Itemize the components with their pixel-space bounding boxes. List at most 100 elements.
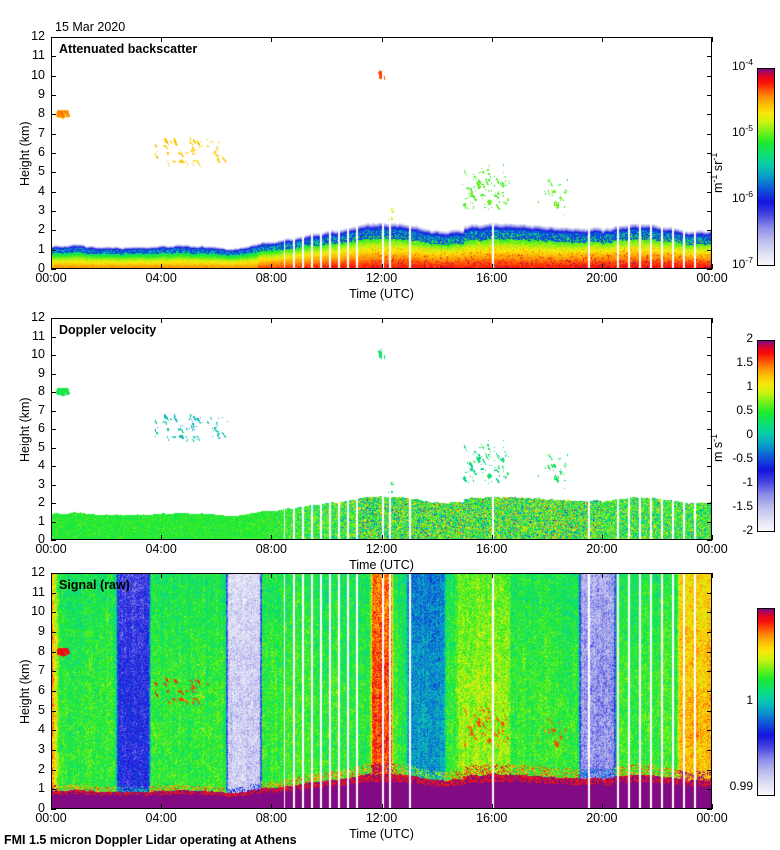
x-axis-tick-mark: [271, 573, 272, 578]
y-axis-tick-mark: [707, 750, 712, 751]
y-axis-tick-mark: [707, 76, 712, 77]
y-axis-tick-mark: [51, 37, 56, 38]
y-axis-tick-label: 8: [38, 106, 45, 121]
y-axis-tick-label: 12: [31, 29, 45, 43]
x-axis-tick-mark: [712, 37, 713, 42]
x-axis-tick-label: 20:00: [586, 811, 618, 825]
y-axis-label: Height (km): [18, 659, 32, 724]
y-axis-tick-mark: [707, 503, 712, 504]
colorbar-tick-label: 0.5: [736, 403, 753, 417]
x-axis-tick-mark: [271, 535, 272, 540]
y-axis-tick-mark: [51, 652, 56, 653]
x-axis-tick-mark: [492, 535, 493, 540]
plot-area-backscatter[interactable]: Attenuated backscatter: [51, 37, 712, 269]
x-axis-tick-mark: [161, 37, 162, 42]
x-axis-tick-mark: [51, 804, 52, 809]
x-axis-tick-mark: [161, 535, 162, 540]
y-axis-tick-mark: [707, 573, 712, 574]
y-axis-tick-mark: [51, 211, 56, 212]
x-axis-tick-mark: [492, 318, 493, 323]
y-axis-tick-mark: [51, 76, 56, 77]
y-axis-tick-label: 7: [38, 402, 45, 417]
x-axis-label: Time (UTC): [349, 827, 414, 841]
y-axis-tick-mark: [51, 573, 56, 574]
y-axis-tick-label: 4: [38, 183, 45, 198]
y-axis-tick-mark: [51, 671, 56, 672]
y-axis-tick-mark: [51, 337, 56, 338]
y-axis-tick-mark: [51, 230, 56, 231]
y-axis-tick-mark: [707, 485, 712, 486]
colorbar-tick-label: 10-5: [731, 123, 753, 139]
x-axis-tick-mark: [712, 264, 713, 269]
x-axis-tick-mark: [161, 804, 162, 809]
x-axis-tick-label: 00:00: [696, 271, 728, 285]
colorbar-tick-label: 1.5: [736, 355, 753, 369]
y-axis-tick-label: 2: [38, 495, 45, 509]
colorbar-tick-label: -1: [742, 475, 753, 489]
plot-area-signal[interactable]: Signal (raw): [51, 573, 712, 809]
x-axis-tick-label: 04:00: [145, 811, 177, 825]
x-axis-tick-label: 20:00: [586, 271, 618, 285]
colorbar-unit-label: m-1 sr-1: [708, 152, 725, 193]
colorbar-tick-label: 10-4: [731, 57, 753, 73]
x-axis-tick-label: 12:00: [365, 542, 398, 556]
panel-title-signal: Signal (raw): [59, 578, 130, 592]
x-axis-tick-label: 08:00: [255, 271, 287, 285]
y-axis-tick-label: 7: [38, 125, 45, 140]
y-axis-tick-mark: [707, 593, 712, 594]
y-axis-tick-label: 1: [38, 513, 45, 528]
y-axis-tick-mark: [51, 153, 56, 154]
y-axis-tick-mark: [51, 789, 56, 790]
x-axis-tick-mark: [492, 264, 493, 269]
y-axis-tick-mark: [707, 691, 712, 692]
x-axis-tick-mark: [492, 37, 493, 42]
y-axis-tick-mark: [51, 809, 56, 810]
x-axis-tick-label: 00:00: [35, 271, 67, 285]
footer-caption: FMI 1.5 micron Doppler Lidar operating a…: [4, 833, 297, 847]
y-axis-tick-label: 10: [31, 67, 45, 82]
x-axis-tick-mark: [382, 535, 383, 540]
y-axis-tick-mark: [707, 652, 712, 653]
y-axis-tick-label: 4: [38, 722, 45, 737]
plot-area-doppler[interactable]: Doppler velocity: [51, 318, 712, 540]
y-axis-tick-label: 3: [38, 476, 45, 491]
y-axis-tick-mark: [51, 540, 56, 541]
y-axis-tick-mark: [707, 789, 712, 790]
y-axis-tick-mark: [51, 730, 56, 731]
colorbar-tick-label: 0: [746, 427, 753, 441]
x-axis-tick-mark: [161, 573, 162, 578]
y-axis-tick-mark: [707, 770, 712, 771]
y-axis-label: Height (km): [18, 121, 32, 186]
x-axis-tick-mark: [271, 318, 272, 323]
x-axis-tick-label: 00:00: [35, 811, 67, 825]
x-axis-tick-label: 08:00: [255, 542, 287, 556]
y-axis-tick-label: 1: [38, 781, 45, 796]
x-axis-tick-mark: [271, 37, 272, 42]
y-axis-tick-mark: [707, 671, 712, 672]
y-axis-tick-label: 6: [38, 145, 45, 159]
x-axis-tick-label: 00:00: [35, 542, 67, 556]
y-axis-tick-mark: [707, 448, 712, 449]
x-axis-tick-mark: [602, 264, 603, 269]
y-axis-tick-mark: [707, 269, 712, 270]
y-axis-tick-mark: [51, 632, 56, 633]
y-axis-tick-mark: [707, 632, 712, 633]
x-axis-tick-mark: [382, 318, 383, 323]
y-axis-tick-mark: [51, 269, 56, 270]
y-axis-tick-mark: [51, 172, 56, 173]
y-axis-tick-label: 10: [31, 347, 45, 361]
y-axis-tick-mark: [707, 522, 712, 523]
y-axis-tick-mark: [51, 114, 56, 115]
x-axis-tick-mark: [602, 573, 603, 578]
colorbar-tick-label: 10-7: [731, 255, 753, 271]
x-axis-tick-label: 08:00: [255, 811, 287, 825]
x-axis-tick-mark: [382, 264, 383, 269]
y-axis-tick-mark: [51, 522, 56, 523]
y-axis-tick-mark: [51, 134, 56, 135]
x-axis-tick-label: 12:00: [365, 811, 398, 825]
x-axis-tick-label: 04:00: [145, 542, 177, 556]
y-axis-tick-label: 11: [32, 584, 45, 599]
x-axis-tick-mark: [602, 804, 603, 809]
y-axis-tick-mark: [51, 612, 56, 613]
y-axis-tick-mark: [51, 318, 56, 319]
